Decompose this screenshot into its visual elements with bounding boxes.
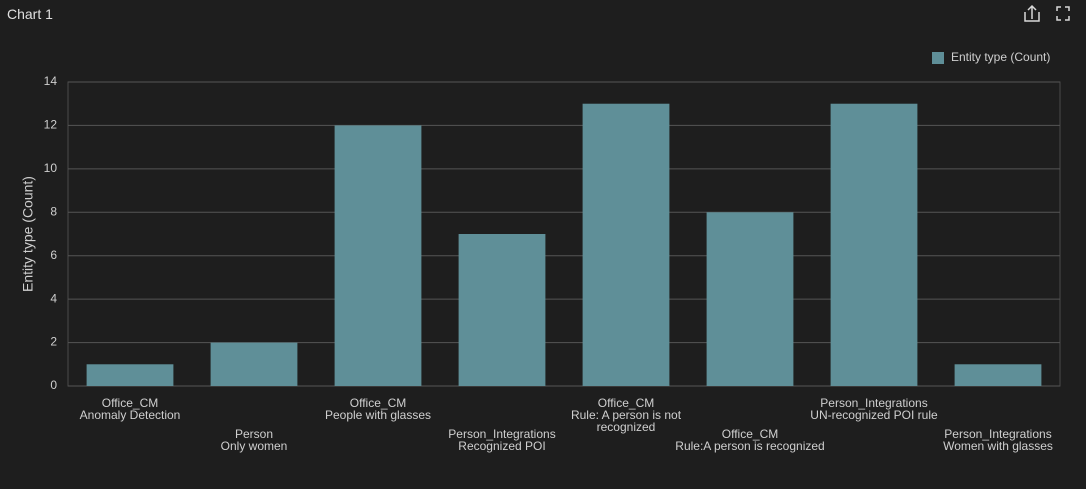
y-tick-label: 4 (50, 291, 57, 305)
bar (954, 364, 1042, 386)
bar (706, 212, 794, 386)
y-tick-label: 8 (50, 204, 57, 218)
fullscreen-icon[interactable] (1056, 6, 1070, 21)
x-tick-label: Office_CM Rule: A person is not recogniz… (570, 396, 682, 434)
x-tick-label: Person_Integrations Women with glasses (943, 427, 1053, 453)
bar (582, 103, 670, 386)
legend-swatch (932, 52, 944, 64)
share-icon[interactable] (1024, 4, 1040, 22)
x-tick-label: Person_Integrations Recognized POI (448, 427, 556, 453)
y-axis-label: Entity type (Count) (20, 176, 36, 292)
y-tick-label: 10 (44, 161, 58, 175)
y-tick-label: 6 (50, 248, 57, 262)
bar (458, 234, 546, 386)
bar (334, 125, 422, 386)
bar (830, 103, 918, 386)
x-tick-label: Office_CM Anomaly Detection (79, 396, 181, 422)
x-tick-label: Office_CM People with glasses (324, 396, 432, 422)
bar (210, 342, 298, 386)
x-tick-label: Office_CM Rule:A person is recognized (675, 427, 825, 453)
x-tick-label: Person_Integrations UN-recognized POI ru… (810, 396, 938, 422)
y-tick-label: 14 (44, 74, 58, 88)
y-tick-label: 12 (44, 118, 58, 132)
y-tick-label: 0 (50, 378, 57, 392)
y-tick-label: 2 (50, 335, 57, 349)
legend-label: Entity type (Count) (951, 50, 1050, 64)
x-tick-label: Person Only women (220, 427, 288, 453)
panel-title: Chart 1 (7, 6, 53, 22)
bar (86, 364, 174, 386)
